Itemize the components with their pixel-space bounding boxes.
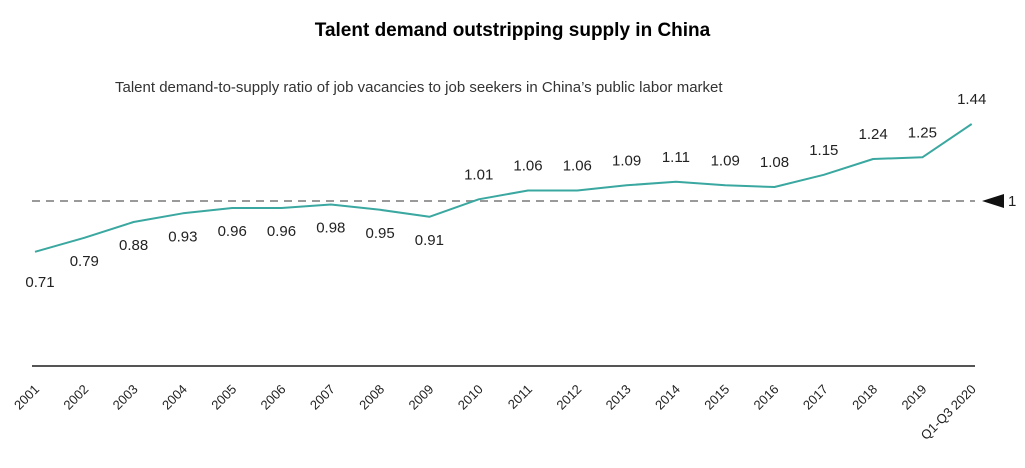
x-tick-label: 2015: [701, 382, 732, 413]
data-label: 1.24: [858, 126, 887, 143]
x-tick-label: 2007: [307, 382, 338, 413]
x-tick-label: 2001: [11, 382, 42, 413]
data-label: 1.09: [711, 152, 740, 169]
x-tick-label: 2018: [849, 382, 880, 413]
data-label: 1.44: [957, 91, 986, 108]
x-tick-label: 2003: [110, 382, 141, 413]
series-line: [34, 123, 973, 253]
x-tick-label: 2010: [455, 382, 486, 413]
data-label: 0.93: [168, 228, 197, 245]
data-label: 1.11: [662, 149, 690, 166]
reference-label: 1: [1008, 193, 1016, 210]
x-tick-label: 2011: [505, 382, 535, 412]
x-tick-label: 2019: [898, 382, 929, 413]
x-tick-label: 2002: [60, 382, 91, 413]
data-label: 0.91: [415, 232, 444, 249]
data-label: 0.88: [119, 237, 148, 254]
x-tick-label: 2005: [208, 382, 239, 413]
data-label: 0.79: [70, 253, 99, 270]
x-tick-label: 2012: [553, 382, 584, 413]
data-label: 0.95: [365, 225, 394, 242]
data-label: 1.06: [513, 158, 542, 175]
x-tick-label: 2006: [258, 382, 289, 413]
data-label: 0.96: [218, 223, 247, 240]
x-tick-label: 2016: [751, 382, 782, 413]
data-label: 1.09: [612, 152, 641, 169]
data-label: 1.15: [809, 142, 838, 159]
data-label: 0.96: [267, 223, 296, 240]
data-label: 0.71: [25, 274, 54, 291]
x-tick-label: 2014: [652, 382, 683, 413]
data-label: 1.25: [908, 124, 937, 141]
x-tick-label: 2009: [405, 382, 436, 413]
x-tick-label: 2017: [800, 382, 831, 413]
data-label: 0.98: [316, 220, 345, 237]
reference-marker-icon: [982, 194, 1004, 208]
x-tick-label: 2008: [356, 382, 387, 413]
data-label: 1.08: [760, 154, 789, 171]
data-label: 1.06: [563, 158, 592, 175]
chart-subtitle: Talent demand-to-supply ratio of job vac…: [115, 79, 723, 96]
data-label: 1.01: [464, 166, 493, 183]
x-tick-label: 2004: [159, 382, 190, 413]
x-tick-label: 2013: [603, 382, 634, 413]
chart-title: Talent demand outstripping supply in Chi…: [314, 20, 711, 41]
